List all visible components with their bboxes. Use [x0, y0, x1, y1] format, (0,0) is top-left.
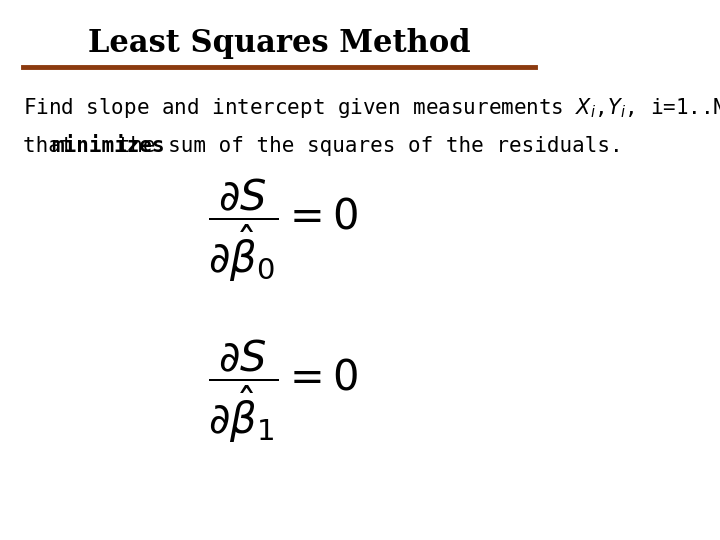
Text: Find slope and intercept given measurements $X_i$,$Y_i$, i=1..N: Find slope and intercept given measureme… [23, 96, 720, 120]
Text: $\dfrac{\partial S}{\partial \hat{\beta}_0} = 0$: $\dfrac{\partial S}{\partial \hat{\beta}… [208, 177, 359, 284]
Text: minimizes: minimizes [51, 136, 165, 156]
Text: $\dfrac{\partial S}{\partial \hat{\beta}_1} = 0$: $\dfrac{\partial S}{\partial \hat{\beta}… [208, 338, 359, 444]
Text: that: that [23, 136, 86, 156]
Text: the sum of the squares of the residuals.: the sum of the squares of the residuals. [105, 136, 623, 156]
Text: Least Squares Method: Least Squares Method [88, 28, 470, 59]
